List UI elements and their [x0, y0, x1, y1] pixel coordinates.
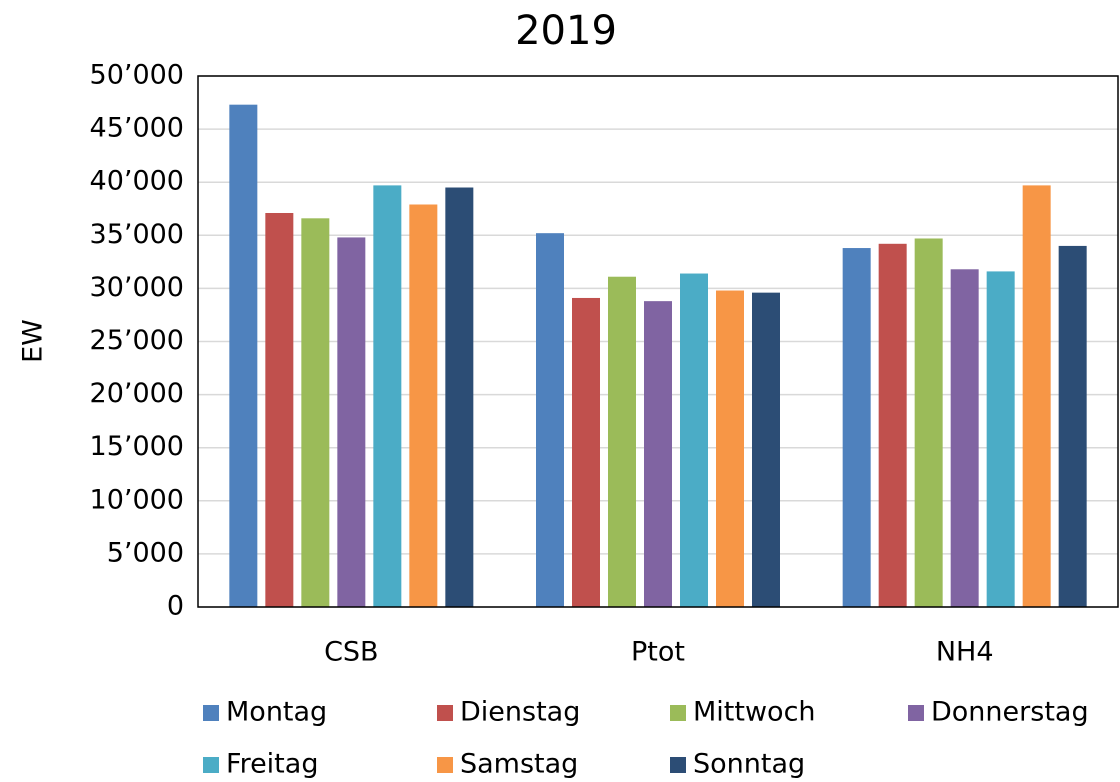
legend-swatch [203, 757, 219, 773]
y-tick-label: 40’000 [90, 166, 184, 197]
x-tick-label: Ptot [631, 637, 685, 668]
bar [301, 218, 330, 608]
legend-label: Montag [226, 697, 327, 728]
bar [680, 273, 708, 607]
legend-swatch [437, 757, 453, 773]
legend-label: Donnerstag [931, 697, 1089, 728]
legend-label: Sonntag [693, 749, 805, 780]
legend-swatch [203, 705, 219, 721]
y-tick-label: 0 [167, 591, 184, 622]
bar [409, 204, 438, 607]
y-tick-label: 10’000 [90, 484, 184, 515]
bar [337, 237, 366, 607]
bar [229, 104, 258, 607]
y-tick-label: 30’000 [90, 272, 184, 303]
bar [986, 271, 1015, 607]
bar [878, 243, 907, 607]
bar [445, 187, 474, 607]
bar [1058, 245, 1087, 608]
y-tick-label: 45’000 [90, 113, 184, 144]
bar [950, 269, 979, 607]
bar [572, 297, 600, 607]
x-tick-label: NH4 [936, 637, 994, 668]
legend-swatch [670, 757, 686, 773]
bar [1022, 185, 1051, 608]
bar [842, 248, 871, 607]
bar [914, 238, 943, 607]
legend-label: Dienstag [460, 697, 580, 728]
legend-swatch [670, 705, 686, 721]
bar [536, 233, 564, 607]
y-tick-label: 50’000 [90, 60, 184, 91]
bar [265, 212, 294, 608]
legend-label: Samstag [460, 749, 578, 780]
bar [608, 276, 636, 607]
bar [716, 290, 744, 607]
bar [752, 292, 780, 607]
y-axis-label: EW [18, 319, 49, 363]
y-tick-label: 20’000 [90, 378, 184, 409]
x-tick-label: CSB [324, 637, 379, 668]
plot-border [197, 75, 1119, 608]
legend-swatch [908, 705, 924, 721]
y-tick-label: 15’000 [90, 431, 184, 462]
legend-label: Freitag [226, 749, 318, 780]
legend-swatch [437, 705, 453, 721]
y-tick-label: 5’000 [107, 537, 184, 568]
bar [644, 301, 672, 607]
y-tick-label: 35’000 [90, 219, 184, 250]
legend-label: Mittwoch [693, 697, 816, 728]
y-tick-label: 25’000 [90, 325, 184, 356]
bar [373, 185, 402, 608]
chart-title: 2019 [515, 8, 617, 54]
